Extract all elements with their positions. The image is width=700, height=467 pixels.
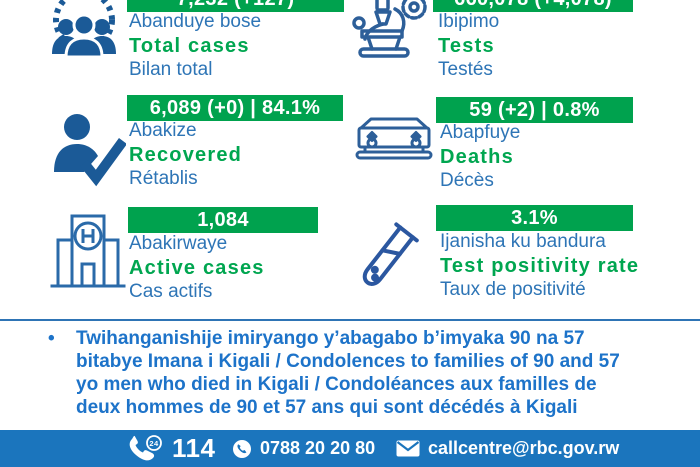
total-cases-value-banner: 7,232 (+127) — [127, 0, 344, 12]
test-positivity-value-banner: 3.1% — [436, 205, 633, 231]
email-address: callcentre@rbc.gov.rw — [428, 438, 620, 458]
total-cases-value: 7,232 (+127) — [177, 0, 295, 11]
condolence-line-4: deux hommes de 90 et 57 ans qui sont déc… — [76, 397, 578, 418]
microscope-icon — [350, 0, 430, 62]
hotline-contact: 24 114 — [126, 430, 215, 467]
note-bullet: • — [48, 328, 55, 349]
hotline-badge: 24 — [149, 438, 159, 447]
recovered-label-fr: Rétablis — [129, 168, 198, 189]
email-contact: callcentre@rbc.gov.rw — [396, 430, 619, 467]
footer-contact-bar: 24 114 0788 20 20 80 callcentre@rbc.gov.… — [0, 430, 700, 467]
horizontal-divider — [0, 319, 700, 321]
recovered-value-banner: 6,089 (+0) | 84.1% — [127, 95, 343, 121]
tests-label-fr: Testés — [438, 59, 493, 80]
whatsapp-number: 0788 20 20 80 — [260, 438, 376, 458]
test-positivity-value: 3.1% — [511, 206, 558, 229]
active-cases-value-banner: 1,084 — [128, 207, 318, 233]
test-tube-icon — [344, 216, 426, 304]
recovered-label-en: Recovered — [129, 144, 243, 166]
total-cases-label-rw: Abanduye bose — [129, 11, 262, 32]
active-cases-value: 1,084 — [197, 208, 249, 231]
coffin-icon — [352, 116, 436, 168]
people-group-icon — [44, 0, 124, 60]
deaths-value-banner: 59 (+2) | 0.8% — [436, 97, 633, 123]
tests-value: 660,078 (+4,078) — [454, 0, 612, 11]
hospital-icon — [50, 214, 126, 294]
recovered-label-rw: Abakize — [129, 120, 197, 141]
person-check-icon — [50, 110, 128, 190]
condolence-line-1: Twihanganishije imiryango y’abagabo b’im… — [76, 328, 585, 349]
tests-label-en: Tests — [438, 35, 495, 57]
active-cases-label-fr: Cas actifs — [129, 281, 213, 302]
deaths-value: 59 (+2) | 0.8% — [469, 98, 600, 121]
phone-24-icon: 24 — [129, 434, 162, 460]
total-cases-label-fr: Bilan total — [129, 59, 213, 80]
tests-value-banner: 660,078 (+4,078) — [433, 0, 633, 12]
whatsapp-icon — [233, 439, 251, 458]
deaths-label-fr: Décès — [440, 170, 494, 191]
deaths-label-en: Deaths — [440, 146, 514, 168]
tests-label-rw: Ibipimo — [438, 11, 500, 32]
active-cases-label-rw: Abakirwaye — [129, 233, 228, 254]
active-cases-label-en: Active cases — [129, 257, 265, 279]
recovered-value: 6,089 (+0) | 84.1% — [149, 96, 321, 119]
test-positivity-label-en: Test positivity rate — [440, 255, 640, 277]
whatsapp-contact: 0788 20 20 80 — [232, 430, 375, 467]
hotline-number: 114 — [172, 433, 216, 463]
test-positivity-label-rw: Ijanisha ku bandura — [440, 231, 606, 252]
total-cases-label-en: Total cases — [129, 35, 250, 57]
test-positivity-label-fr: Taux de positivité — [440, 279, 586, 300]
condolence-line-3: yo men who died in Kigali / Condoléances… — [76, 374, 597, 395]
condolence-note: Twihanganishije imiryango y’abagabo b’im… — [76, 327, 620, 419]
envelope-icon — [396, 440, 420, 457]
deaths-label-rw: Abapfuye — [440, 122, 521, 143]
condolence-line-2: bitabye Imana i Kigali / Condolences to … — [76, 351, 620, 372]
